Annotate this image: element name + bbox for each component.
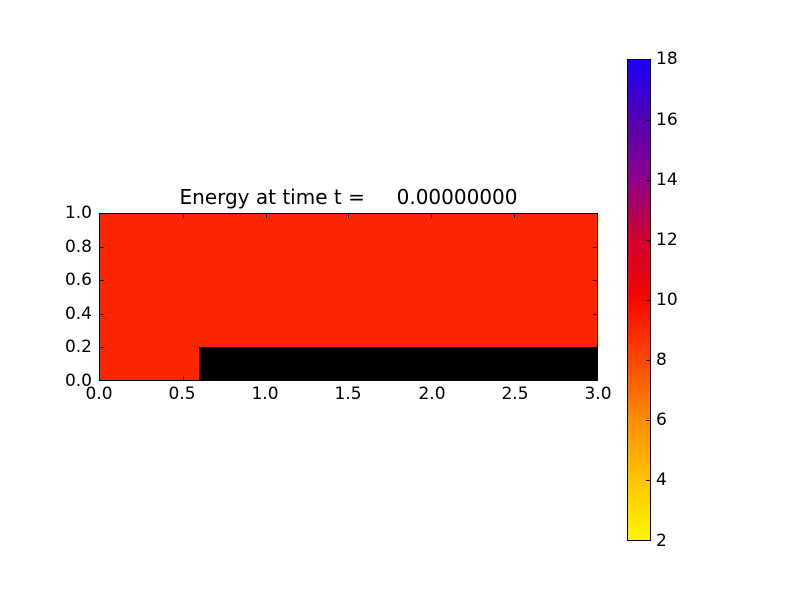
colorbar-tick-label: 12 (656, 230, 678, 250)
y-tick-label: 0.8 (64, 237, 92, 257)
colorbar-tick-label: 18 (656, 49, 678, 69)
colorbar-tick-mark (646, 360, 650, 361)
colorbar-tick-label: 10 (656, 290, 678, 310)
colorbar-tick-mark (646, 480, 650, 481)
x-tick-label: 1.5 (334, 384, 362, 404)
colorbar-tick-label: 4 (656, 470, 667, 490)
tick-mark (348, 214, 349, 218)
tick-mark (431, 376, 432, 380)
x-tick-label: 3.0 (584, 384, 612, 404)
tick-mark (266, 214, 267, 218)
colorbar-tick-label: 6 (656, 410, 667, 430)
tick-mark (100, 314, 104, 315)
tick-mark (593, 314, 597, 315)
colorbar-tick-label: 16 (656, 110, 678, 130)
colorbar-tick-mark (646, 240, 650, 241)
tick-mark (183, 214, 184, 218)
colorbar-tick-mark (646, 180, 650, 181)
tick-mark (431, 214, 432, 218)
x-tick-label: 1.0 (251, 384, 279, 404)
tick-mark (593, 280, 597, 281)
y-tick-label: 0.4 (64, 304, 92, 324)
tick-mark (100, 280, 104, 281)
tick-mark (514, 376, 515, 380)
obstacle-region (199, 347, 597, 380)
tick-mark (593, 347, 597, 348)
x-tick-label: 2.0 (418, 384, 446, 404)
colorbar-tick-label: 8 (656, 350, 667, 370)
tick-mark (514, 214, 515, 218)
colorbar-tick-mark (646, 120, 650, 121)
colorbar-tick-mark (646, 300, 650, 301)
colorbar-tick-label: 2 (656, 531, 667, 551)
tick-mark (183, 376, 184, 380)
colorbar-gradient (627, 59, 651, 541)
y-tick-label: 0.0 (64, 371, 92, 391)
tick-mark (266, 376, 267, 380)
heatmap-plot-area (99, 213, 598, 381)
tick-mark (100, 247, 104, 248)
x-tick-label: 2.5 (501, 384, 529, 404)
plot-title: Energy at time t = 0.00000000 (179, 185, 518, 209)
x-tick-label: 0.0 (85, 384, 113, 404)
y-tick-label: 1.0 (64, 203, 92, 223)
tick-mark (593, 247, 597, 248)
y-tick-label: 0.2 (64, 337, 92, 357)
tick-mark (100, 347, 104, 348)
x-tick-label: 0.5 (168, 384, 196, 404)
tick-mark (348, 376, 349, 380)
y-tick-label: 0.6 (64, 270, 92, 290)
colorbar-tick-label: 14 (656, 170, 678, 190)
colorbar-tick-mark (646, 420, 650, 421)
